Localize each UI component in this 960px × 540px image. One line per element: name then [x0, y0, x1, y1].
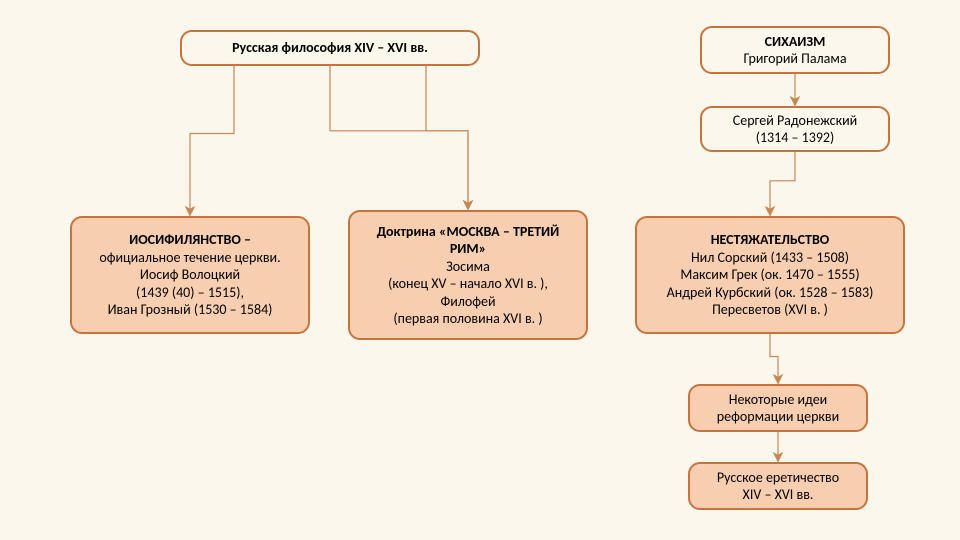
node-iosif: ИОСИФИЛЯНСТВО –официальное течение церкв…	[70, 216, 310, 334]
node-line: Нил Сорский (1433 – 1508)	[691, 249, 849, 267]
node-sikhaism: СИХАИЗМГригорий Палама	[700, 26, 890, 74]
node-line: СИХАИЗМ	[765, 33, 826, 51]
node-line: Пересветов (XVI в. )	[712, 301, 828, 319]
node-line: официальное течение церкви.	[99, 249, 280, 267]
node-line: Иван Грозный (1530 – 1584)	[108, 301, 273, 319]
node-line: (первая половина XVI в. )	[393, 310, 542, 328]
node-reform: Некоторые идеиреформации церкви	[688, 384, 868, 432]
node-line: Григорий Палама	[743, 50, 846, 68]
arrow-title-to-moscow	[330, 66, 468, 207]
node-line: реформации церкви	[717, 408, 839, 426]
node-line: Русская философия XIV – XVI вв.	[232, 39, 428, 57]
node-line: (1314 – 1392)	[756, 129, 835, 147]
arrow-sergey-to-nestyazh	[770, 152, 795, 213]
node-line: Иосиф Волоцкий	[140, 266, 240, 284]
node-line: Зосима	[446, 258, 490, 276]
node-line: РИМ»	[450, 240, 486, 258]
node-line: НЕСТЯЖАТЕЛЬСТВО	[711, 231, 830, 249]
arrow-nestyazh-to-reform	[770, 334, 778, 381]
node-line: Доктрина «МОСКВА – ТРЕТИЙ	[377, 223, 560, 241]
node-line: Максим Грек (ок. 1470 – 1555)	[680, 266, 859, 284]
node-line: Филофей	[440, 293, 495, 311]
arrow-title-to-moscow	[426, 66, 468, 207]
node-nestyazh: НЕСТЯЖАТЕЛЬСТВОНил Сорский (1433 – 1508)…	[635, 216, 905, 334]
node-line: (1439 (40) – 1515),	[136, 284, 244, 302]
node-heresy: Русское еретичествоXIV – XVI вв.	[688, 462, 868, 510]
node-sergey: Сергей Радонежский(1314 – 1392)	[700, 106, 890, 152]
node-line: XIV – XVI вв.	[743, 486, 814, 504]
node-line: Андрей Курбский (ок. 1528 – 1583)	[667, 284, 874, 302]
node-line: Сергей Радонежский	[733, 112, 857, 130]
node-line: (конец XV – начало XVI в. ),	[388, 275, 548, 293]
node-line: ИОСИФИЛЯНСТВО –	[129, 231, 251, 249]
node-moscow: Доктрина «МОСКВА – ТРЕТИЙРИМ»Зосима(коне…	[348, 210, 588, 340]
node-title: Русская философия XIV – XVI вв.	[180, 30, 480, 66]
arrow-title-to-iosif	[190, 66, 234, 213]
node-line: Некоторые идеи	[729, 391, 828, 409]
node-line: Русское еретичество	[717, 469, 839, 487]
